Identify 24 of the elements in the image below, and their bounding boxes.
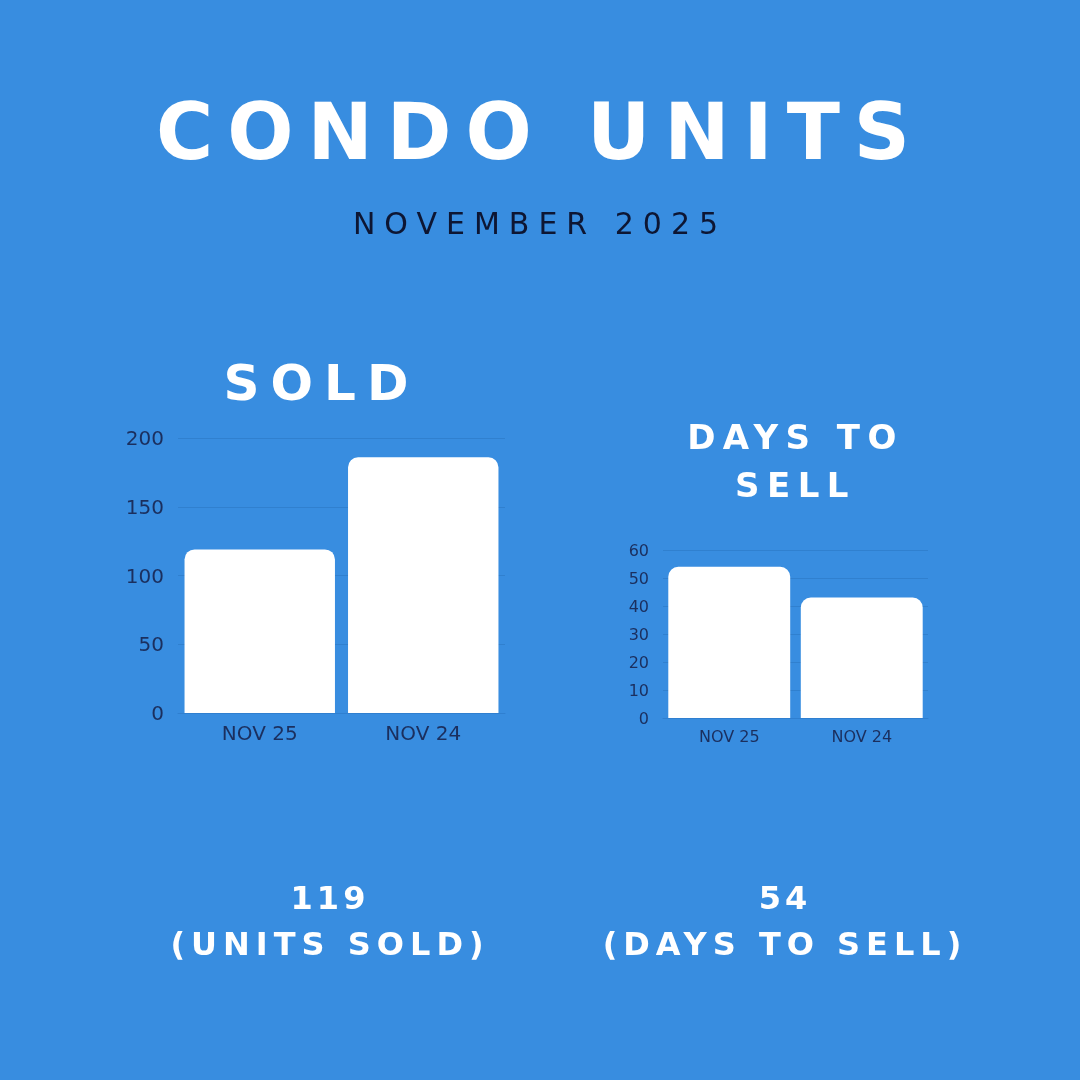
y-tick-label: 100 bbox=[125, 563, 164, 588]
chart-title: DAYS TO SELL bbox=[686, 416, 905, 507]
y-tick-label: 200 bbox=[125, 426, 164, 450]
y-tick-label: 10 bbox=[628, 680, 649, 700]
y-tick-label: 40 bbox=[628, 596, 649, 616]
text: (DAYS TO SELL) bbox=[601, 924, 969, 965]
text: 54 bbox=[757, 878, 813, 919]
y-tick-label: 150 bbox=[125, 494, 164, 519]
x-tick-label: NOV 24 bbox=[831, 726, 893, 746]
x-tick-label: NOV 25 bbox=[698, 726, 760, 746]
text: 119 bbox=[289, 878, 371, 919]
y-tick-label: 0 bbox=[638, 708, 649, 728]
y-tick-label: 50 bbox=[628, 568, 649, 588]
y-tick-label: 30 bbox=[628, 624, 649, 644]
text: (UNITS SOLD) bbox=[169, 924, 491, 965]
y-tick-label: 60 bbox=[628, 540, 649, 560]
y-tick-label: 20 bbox=[628, 652, 649, 672]
text: CONDO UNITS bbox=[154, 87, 926, 177]
text: NOVEMBER 2025 bbox=[351, 205, 729, 241]
x-tick-label: NOV 24 bbox=[385, 721, 462, 745]
chart-title: SOLD bbox=[222, 353, 421, 414]
y-tick-label: 50 bbox=[138, 632, 164, 657]
y-tick-label: 0 bbox=[151, 701, 164, 725]
x-tick-label: NOV 25 bbox=[221, 721, 298, 745]
